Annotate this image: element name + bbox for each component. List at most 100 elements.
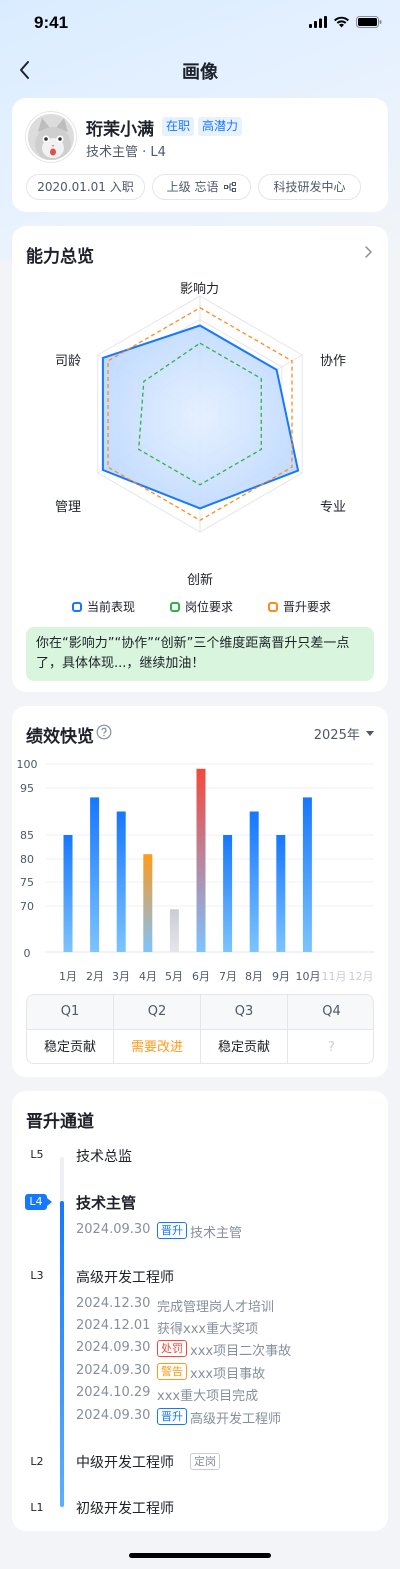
level-title-l2: 中级开发工程师 (76, 1455, 174, 1471)
record-text: 完成管理岗人才培训 (157, 1300, 275, 1315)
signal-icon (309, 16, 327, 28)
promotion-tag: 晋升 (157, 1222, 187, 1239)
year-selector[interactable]: 2025年 (314, 724, 374, 743)
bar-1 (63, 835, 73, 952)
record-date: 2024.12.30 (76, 1296, 151, 1311)
radar-label-innovation: 创新 (187, 573, 214, 588)
performance-title: 绩效快览 (26, 727, 94, 747)
x-tick-4: 4月 (139, 970, 157, 983)
promotion-title: 晋升通道 (26, 1112, 94, 1132)
page-title: 画像 (182, 62, 218, 83)
status-icons (309, 16, 382, 28)
quarter-result-q3: 稳定贡献 (201, 1030, 288, 1063)
legend-current-label: 当前表现 (87, 600, 136, 614)
x-tick-9: 9月 (272, 970, 290, 983)
x-tick-11: 11月 (321, 970, 347, 983)
current-level-marker: L4 (25, 1194, 47, 1210)
ability-title: 能力总览 (26, 247, 94, 267)
level-title-l1: 初级开发工程师 (76, 1501, 174, 1517)
x-tick-1: 1月 (59, 970, 77, 983)
back-button[interactable] (12, 56, 40, 84)
level-code-l1: L1 (30, 1501, 44, 1514)
bar-10 (302, 797, 312, 952)
record-text: 高级开发工程师 (190, 1412, 282, 1427)
legend-swatch-current (72, 601, 82, 612)
y-tick-85: 85 (20, 829, 34, 842)
bar-4 (143, 854, 153, 952)
profile-name: 珩茉小满 (86, 120, 154, 140)
caret-down-icon (366, 731, 374, 736)
promotion-card: 晋升通道 L5 技术总监 L4 技术主管 2024.09.30 晋升 技术主管 … (12, 1091, 388, 1531)
quarter-header-q2: Q2 (114, 995, 201, 1029)
potential-badge: 高潜力 (198, 117, 243, 136)
radar-label-management: 管理 (55, 500, 82, 515)
legend-promotion-label: 晋升要求 (283, 600, 332, 614)
quarter-header-q4: Q4 (288, 995, 373, 1029)
fixed-post-tag: 定岗 (190, 1453, 220, 1470)
level-title-l4: 技术主管 (76, 1194, 137, 1212)
record-text: 获得xxx重大奖项 (157, 1322, 259, 1337)
home-indicator (129, 1553, 271, 1558)
radar-series-promotion-requirement (107, 307, 293, 521)
x-tick-3: 3月 (112, 970, 130, 983)
battery-icon (356, 16, 382, 28)
bar-6 (196, 768, 206, 952)
supervisor-label: 上级 忘语 (166, 180, 219, 194)
y-tick-95: 95 (20, 782, 34, 795)
performance-card: 绩效快览 2025年 100 95 85 80 75 70 0 1月 2月 3月… (12, 706, 388, 1077)
legend-swatch-promotion (268, 601, 278, 612)
wifi-icon (334, 16, 349, 28)
x-tick-6: 6月 (192, 970, 210, 983)
legend-swatch-position (170, 601, 180, 612)
ability-tip: 你在“影响力”“协作”“创新”三个维度距离晋升只差一点了，具体体现...，继续加… (26, 627, 374, 681)
avatar[interactable] (26, 112, 76, 162)
record-text: xxx项目二次事故 (190, 1344, 292, 1359)
department-chip: 科技研发中心 (258, 174, 361, 200)
x-tick-2: 2月 (86, 970, 104, 983)
quarter-header-q1: Q1 (27, 995, 114, 1029)
y-tick-75: 75 (20, 876, 34, 889)
bar-8 (249, 811, 259, 952)
radar-label-collaboration: 协作 (320, 354, 347, 369)
legend-position-label: 岗位要求 (185, 600, 234, 614)
quarter-header-q3: Q3 (201, 995, 288, 1029)
y-tick-80: 80 (20, 853, 34, 866)
legend-promotion: 晋升要求 (268, 598, 331, 615)
status-badge: 在职 (162, 117, 195, 136)
quarter-result-q1: 稳定贡献 (27, 1030, 114, 1063)
timeline-progress (60, 1201, 64, 1507)
profile-role: 技术主管 · L4 (86, 145, 166, 160)
bar-3 (116, 811, 126, 952)
legend-position: 岗位要求 (170, 598, 233, 615)
level-title-l5: 技术总监 (76, 1149, 132, 1165)
radar-label-tenure: 司龄 (55, 354, 82, 369)
join-date-chip: 2020.01.01 入职 (26, 174, 145, 200)
performance-bar-chart (46, 763, 374, 953)
help-icon[interactable] (96, 724, 112, 740)
org-chart-icon (224, 182, 237, 192)
quarter-divider (27, 1029, 373, 1030)
radar-label-expertise: 专业 (320, 500, 347, 515)
x-tick-10: 10月 (295, 970, 321, 983)
record-date: 2024.10.29 (76, 1385, 151, 1400)
penalty-tag: 处罚 (157, 1340, 187, 1357)
y-tick-70: 70 (20, 900, 34, 913)
level-code-l5: L5 (30, 1148, 44, 1161)
level-l4-date: 2024.09.30 (76, 1222, 151, 1237)
record-date: 2024.09.30 (76, 1340, 151, 1355)
quarter-result-q2: 需要改进 (114, 1030, 201, 1063)
y-tick-100: 100 (16, 758, 38, 771)
x-tick-5: 5月 (165, 970, 183, 983)
supervisor-chip[interactable]: 上级 忘语 (152, 174, 251, 200)
x-tick-12: 12月 (348, 970, 374, 983)
cat-avatar-image (28, 114, 74, 160)
y-tick-0: 0 (23, 947, 31, 960)
level-code-l3: L3 (30, 1269, 44, 1282)
record-date: 2024.09.30 (76, 1363, 151, 1378)
record-text: xxx重大项目完成 (157, 1389, 259, 1404)
legend-current: 当前表现 (72, 598, 135, 615)
chevron-right-icon[interactable] (360, 244, 376, 260)
radar-chart (97, 295, 303, 533)
current-level-pointer (47, 1198, 52, 1206)
nav-bar: 画像 (0, 48, 400, 92)
